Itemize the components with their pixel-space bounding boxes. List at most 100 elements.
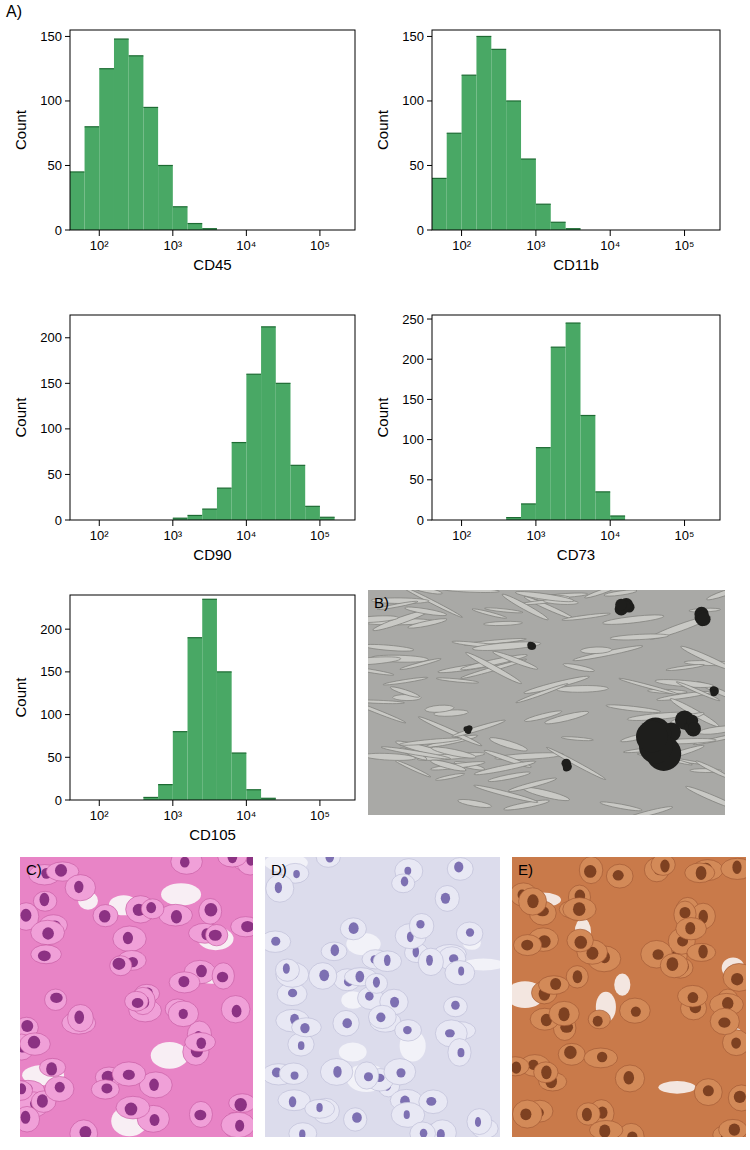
nucleus <box>349 922 359 934</box>
y-tick-label: 50 <box>410 158 424 173</box>
cell <box>93 905 118 927</box>
bar-top <box>261 798 276 799</box>
cell <box>321 942 347 961</box>
y-tick <box>427 399 432 400</box>
cell <box>514 935 542 956</box>
histogram-bar <box>447 133 462 230</box>
y-tick-label: 150 <box>40 376 62 391</box>
nucleus <box>178 976 189 987</box>
x-tick-label: 10³ <box>163 528 182 543</box>
histogram-bar <box>261 327 276 520</box>
nucleus <box>291 1071 299 1079</box>
nucleus <box>520 1108 531 1120</box>
nucleus <box>660 860 669 873</box>
nucleus <box>275 882 282 893</box>
nucleus <box>28 1036 40 1049</box>
cell <box>392 874 415 893</box>
x-tick-label: 10⁵ <box>310 238 330 253</box>
y-tick <box>65 337 70 338</box>
nucleus <box>112 958 125 970</box>
nucleus <box>731 1037 741 1048</box>
histogram-bar <box>521 159 536 230</box>
cell <box>721 858 746 879</box>
x-tick-label: 10⁵ <box>310 528 330 543</box>
histogram-bar <box>202 599 217 800</box>
dark-clump <box>636 721 668 753</box>
cell <box>266 875 294 903</box>
cell <box>212 963 234 989</box>
histogram-bar <box>129 56 144 230</box>
cell <box>488 735 528 753</box>
x-tick <box>461 520 462 526</box>
nucleus <box>613 870 624 880</box>
nucleus <box>196 1037 206 1049</box>
cell <box>515 590 574 604</box>
y-tick-label: 100 <box>402 432 424 447</box>
nucleus <box>420 1129 428 1137</box>
cell <box>231 917 253 937</box>
nucleus <box>55 864 67 877</box>
y-tick-label: 50 <box>410 472 424 487</box>
nucleus <box>426 955 433 966</box>
histogram-panel: 10²10³10⁴10⁵050100150200CD105Count <box>12 595 355 843</box>
histogram-bar <box>158 165 173 230</box>
y-tick-label: 0 <box>55 793 62 808</box>
bar-top <box>261 326 276 327</box>
cell <box>410 1122 436 1137</box>
x-tick <box>461 230 462 236</box>
nucleus <box>688 992 699 1003</box>
cell <box>340 918 366 940</box>
y-tick <box>65 165 70 166</box>
nucleus <box>437 1129 445 1137</box>
cell <box>221 996 250 1023</box>
y-tick-label: 0 <box>417 223 424 238</box>
image-panel: B) <box>336 584 750 822</box>
y-tick-label: 100 <box>40 93 62 108</box>
cell <box>289 1123 317 1137</box>
cell <box>394 759 431 778</box>
x-tick <box>535 520 536 526</box>
x-tick <box>610 520 611 526</box>
histogram-bar <box>217 672 232 800</box>
cell <box>464 650 523 686</box>
histogram-bar <box>521 504 536 520</box>
nucleus <box>666 957 678 971</box>
cell <box>400 657 442 671</box>
nucleus <box>123 932 133 944</box>
nucleus <box>558 1007 569 1021</box>
y-tick-label: 250 <box>402 312 424 327</box>
image-background <box>512 857 746 1137</box>
cell <box>407 617 447 630</box>
dark-clump <box>465 728 470 733</box>
bar-top <box>129 55 144 56</box>
nucleus <box>696 866 707 880</box>
nucleus <box>194 1110 206 1121</box>
bar-top <box>232 442 247 443</box>
nucleus <box>37 1094 48 1108</box>
x-tick-label: 10⁴ <box>600 238 620 253</box>
nucleus <box>364 1072 373 1081</box>
nucleus <box>732 860 741 874</box>
histogram-bar <box>536 448 551 520</box>
histogram-bar <box>173 732 188 800</box>
y-tick <box>65 671 70 672</box>
cell <box>45 989 67 1010</box>
bar-top <box>610 515 625 516</box>
y-tick <box>65 520 70 521</box>
histogram-bar <box>580 415 595 520</box>
nucleus <box>521 940 533 951</box>
nucleus <box>232 1005 242 1018</box>
cell <box>316 857 340 867</box>
x-tick <box>172 520 173 526</box>
cell <box>618 677 678 696</box>
y-tick <box>427 100 432 101</box>
nucleus <box>729 1124 740 1136</box>
cell <box>395 1020 422 1041</box>
nucleus <box>365 992 374 1001</box>
nucleus <box>331 944 340 956</box>
histogram-bar <box>188 224 203 230</box>
y-tick-label: 150 <box>402 29 424 44</box>
cell <box>112 1062 146 1086</box>
cell <box>425 704 454 713</box>
cell <box>472 640 541 652</box>
